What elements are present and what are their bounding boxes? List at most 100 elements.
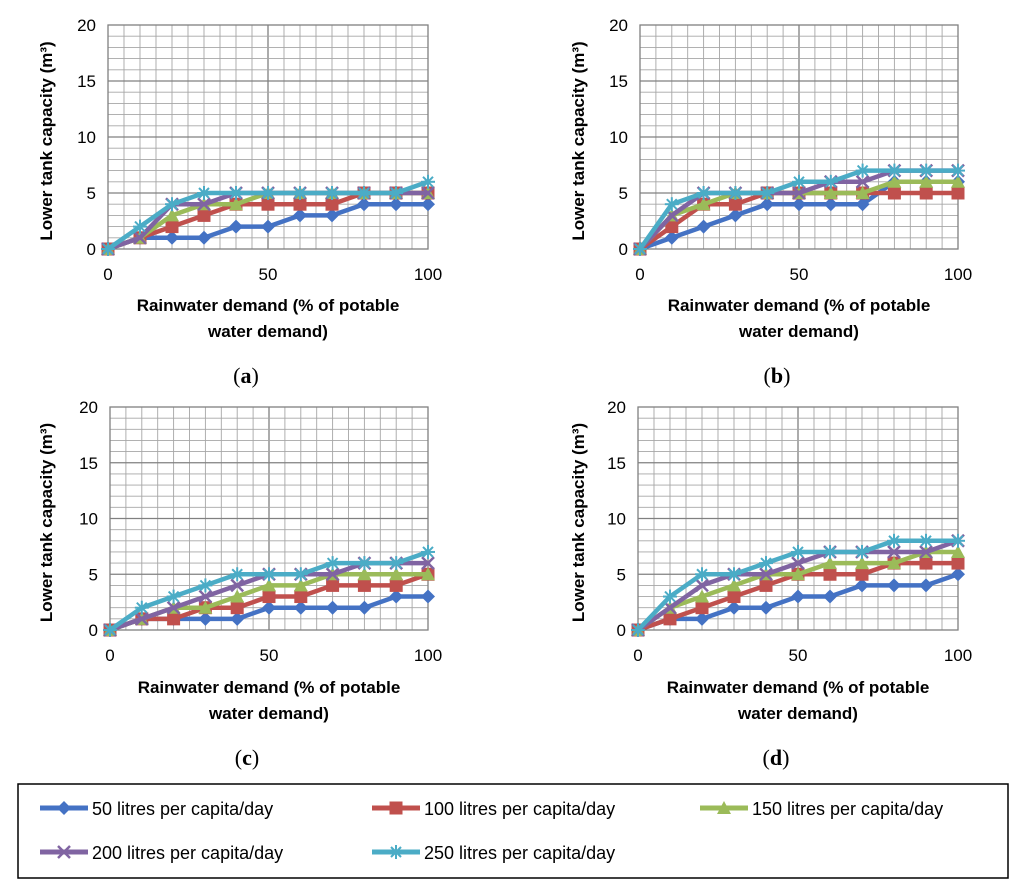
data-point: [389, 556, 404, 571]
data-point: [951, 186, 965, 200]
panel-b: 0 5 10 15 20 0 50 100 Rainwater demand (% of pot…: [569, 16, 972, 388]
y-tick-label: 15: [79, 454, 98, 473]
x-tick-label: 100: [944, 265, 972, 284]
data-point: [759, 567, 773, 582]
legend-label: 150 litres per capita/day: [752, 799, 943, 819]
y-tick-label: 20: [607, 398, 626, 417]
data-point: [325, 197, 339, 211]
panel-label: (d): [763, 745, 790, 770]
y-tick-label: 20: [79, 398, 98, 417]
data-point: [325, 556, 340, 571]
data-point: [759, 556, 773, 571]
x-tick-label: 100: [414, 646, 442, 665]
data-point: [855, 556, 869, 570]
data-point: [293, 600, 308, 615]
x-axis-title-line2: water demand): [207, 322, 328, 341]
data-point: [293, 186, 307, 200]
data-point: [791, 589, 805, 604]
x-axis-title: Rainwater demand (% of potable: [138, 678, 401, 697]
data-point: [166, 600, 181, 615]
data-point: [823, 186, 838, 199]
x-tick-label: 100: [944, 646, 972, 665]
data-point: [792, 186, 806, 200]
legend: 50 litres per capita/day 100 litres per c…: [17, 783, 1009, 879]
data-point: [791, 556, 805, 570]
data-point: [229, 197, 243, 211]
data-point: [887, 186, 901, 200]
data-point: [325, 567, 340, 582]
data-point: [951, 556, 965, 570]
data-point: [791, 544, 805, 559]
data-point: [262, 600, 276, 615]
y-tick-label: 0: [619, 240, 628, 259]
panel-label: (c): [235, 745, 259, 770]
y-tick-label: 10: [609, 128, 628, 147]
plot-frame: [639, 24, 959, 250]
data-point: [229, 219, 243, 234]
data-point: [293, 578, 308, 592]
legend-label: 250 litres per capita/day: [424, 843, 615, 863]
panel-a: 0 5 10 15 20 0 50 100 Rainwater demand (% of pot…: [37, 16, 442, 388]
data-point: [663, 589, 677, 604]
data-point: [728, 186, 743, 200]
legend-marker: [57, 845, 71, 859]
data-point: [855, 174, 870, 189]
data-point: [325, 186, 339, 200]
data-point: [631, 623, 645, 637]
data-point: [760, 186, 775, 200]
x-axis-title-line2: water demand): [738, 322, 859, 341]
legend-item: 150 litres per capita/day: [700, 799, 943, 819]
x-axis-title: Rainwater demand (% of potable: [668, 296, 931, 315]
x-tick-label: 50: [260, 646, 279, 665]
y-axis-title: Lower tank capacity (m³): [569, 41, 588, 240]
data-point: [421, 174, 435, 189]
data-point: [357, 186, 371, 200]
legend-item: 250 litres per capita/day: [372, 843, 615, 863]
legend-item: 200 litres per capita/day: [40, 843, 283, 863]
data-point: [133, 219, 147, 234]
data-point: [919, 533, 933, 548]
data-point: [357, 578, 371, 592]
data-point: [695, 601, 709, 615]
data-point: [261, 219, 275, 234]
legend-label: 50 litres per capita/day: [92, 799, 273, 819]
data-point: [696, 186, 711, 200]
data-point: [696, 219, 711, 234]
data-point: [887, 174, 902, 188]
data-point: [101, 242, 115, 256]
panel-label: (b): [764, 363, 791, 388]
panel-c: 0 5 10 15 20 0 50 100 Rainwater demand (% of pot…: [37, 398, 442, 770]
data-point: [293, 208, 307, 223]
data-point: [421, 567, 435, 581]
y-tick-label: 15: [77, 72, 96, 91]
legend-label: 200 litres per capita/day: [92, 843, 283, 863]
data-point: [919, 545, 933, 559]
x-tick-label: 0: [103, 265, 112, 284]
data-point: [198, 600, 213, 614]
data-point: [293, 197, 307, 211]
data-point: [663, 612, 677, 626]
data-point: [664, 197, 679, 212]
legend-item: 50 litres per capita/day: [40, 799, 273, 819]
plot-frame: [637, 406, 959, 631]
x-tick-label: 0: [633, 646, 642, 665]
y-tick-label: 5: [619, 184, 628, 203]
y-tick-label: 5: [87, 184, 96, 203]
data-point: [198, 589, 213, 604]
data-point: [357, 600, 372, 615]
data-point: [294, 590, 308, 604]
data-point: [823, 174, 838, 189]
data-point: [887, 163, 902, 178]
data-point: [198, 611, 213, 626]
legend-label: 100 litres per capita/day: [424, 799, 615, 819]
panel-label: (a): [233, 363, 259, 388]
data-point: [855, 567, 869, 581]
data-point: [695, 611, 709, 626]
data-point: [633, 242, 647, 256]
legend-marker: [389, 801, 403, 815]
data-point: [728, 208, 743, 223]
data-point: [919, 174, 934, 188]
data-point: [326, 578, 340, 592]
data-point: [389, 578, 403, 592]
